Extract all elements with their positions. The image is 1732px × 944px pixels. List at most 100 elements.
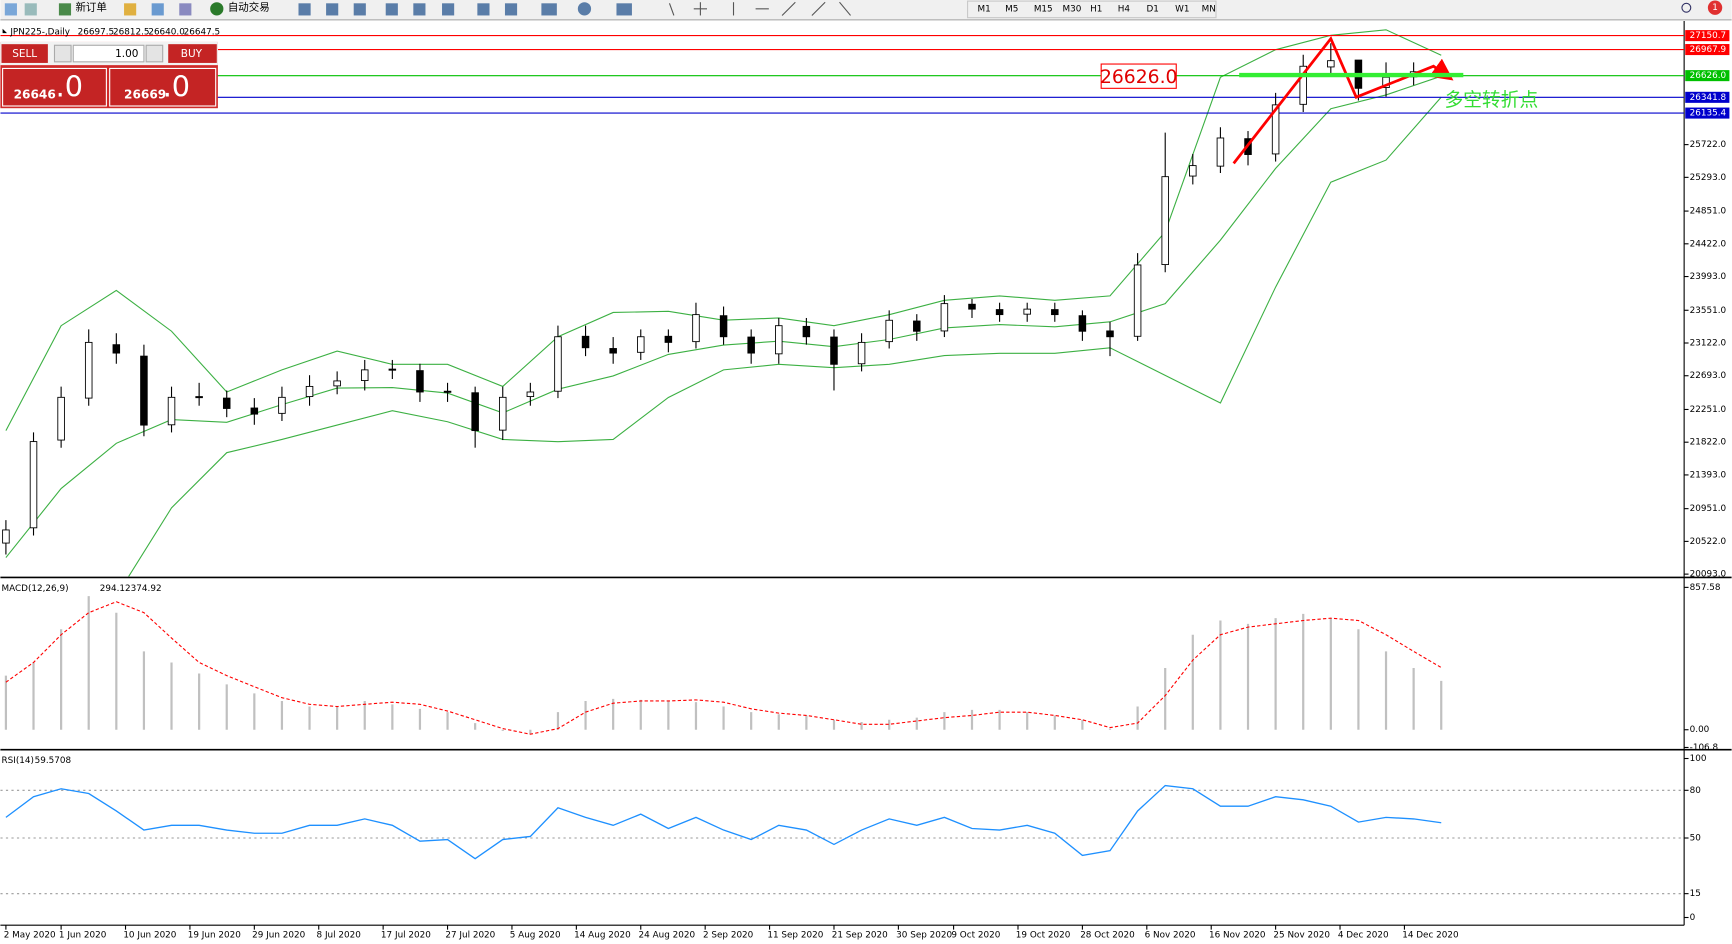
x-tick-label: 24 Aug 2020 — [639, 931, 696, 941]
icon[interactable] — [298, 3, 311, 16]
candle-body — [360, 369, 369, 381]
timeframe[interactable]: M30 — [1063, 4, 1082, 14]
sell-price: 26646 — [14, 87, 56, 101]
sell-button[interactable] — [1, 44, 48, 63]
rsi-value: 59.5708 — [35, 756, 72, 766]
header-value: 26697.5 — [78, 28, 115, 38]
buy-price-box[interactable] — [109, 67, 217, 107]
macd-signal — [5, 601, 1442, 735]
buy-label[interactable]: BUY — [181, 48, 203, 60]
y-tick-label: 15 — [1690, 889, 1701, 899]
buy-fraction: .0 — [163, 69, 190, 103]
x-tick-label: 16 Nov 2020 — [1209, 931, 1266, 941]
cursor-tool[interactable] — [668, 3, 675, 16]
timeframe[interactable]: M15 — [1034, 4, 1053, 14]
candle-body — [1216, 137, 1225, 167]
candle-body — [112, 344, 121, 354]
x-tick-label: 25 Nov 2020 — [1273, 931, 1330, 941]
auto-trading[interactable]: 自动交易 — [228, 1, 270, 14]
buy-button[interactable] — [168, 44, 217, 63]
timeframe[interactable]: W1 — [1175, 4, 1189, 14]
icon[interactable] — [124, 3, 137, 16]
candle-body — [84, 341, 93, 399]
macd-panel — [4, 596, 1443, 735]
icon[interactable] — [442, 3, 455, 16]
sell-price-box[interactable] — [2, 67, 107, 107]
icon[interactable] — [541, 3, 557, 16]
search-icon[interactable] — [1681, 2, 1692, 13]
candle-body — [857, 341, 866, 365]
x-tick-label: 17 Jul 2020 — [381, 931, 431, 941]
timeframe[interactable]: H1 — [1090, 4, 1102, 14]
icon[interactable] — [577, 2, 592, 16]
candle-body — [830, 336, 838, 365]
candle-body — [333, 380, 341, 387]
candle-body — [1161, 176, 1169, 266]
icon[interactable] — [477, 3, 490, 16]
timeframe[interactable]: H4 — [1118, 4, 1131, 14]
candle-body — [1106, 330, 1114, 338]
trendline-tool[interactable] — [781, 1, 796, 16]
y-tick-label: 21393.0 — [1690, 470, 1727, 480]
auto-trading-icon[interactable] — [210, 2, 224, 16]
lot-up[interactable] — [145, 44, 164, 63]
candle-body — [719, 315, 728, 338]
y-tick-label: -106.8 — [1690, 743, 1719, 753]
candle-body — [471, 392, 479, 432]
candle-body — [222, 397, 231, 409]
badge[interactable] — [1707, 0, 1723, 15]
y-tick-label: 23993.0 — [1690, 272, 1727, 282]
macd-signal-value: 374.92 — [131, 584, 162, 594]
y-tick-label: 22251.0 — [1690, 405, 1727, 415]
icon[interactable] — [326, 3, 339, 16]
lot-value[interactable]: 1.00 — [115, 48, 138, 60]
candle-body — [775, 325, 783, 355]
x-tick-label: 10 Jun 2020 — [123, 931, 176, 941]
fibo-tool[interactable] — [839, 1, 851, 16]
icon[interactable] — [353, 3, 366, 16]
y-tick-label: 20093.0 — [1690, 570, 1727, 580]
header-value: 26812.5 — [113, 28, 150, 38]
toolbar-bg — [0, 0, 1732, 20]
icon[interactable] — [385, 3, 398, 16]
chart-bg — [0, 20, 1732, 944]
candle-body — [1023, 308, 1031, 315]
icon[interactable] — [151, 3, 164, 16]
icon[interactable] — [4, 3, 17, 16]
level-box — [1100, 63, 1177, 89]
icon[interactable] — [24, 3, 37, 16]
x-tick-label: 19 Jun 2020 — [188, 931, 241, 941]
x-tick-label: 9 Oct 2020 — [951, 931, 1000, 941]
icon[interactable] — [179, 3, 192, 16]
lot-input[interactable] — [72, 44, 145, 63]
sell-label[interactable]: SELL — [12, 48, 37, 60]
y-tick-label: 23551.0 — [1690, 306, 1727, 316]
candle-body — [498, 396, 507, 431]
y-tick-label: 24422.0 — [1690, 239, 1727, 249]
x-tick-label: 19 Oct 2020 — [1016, 931, 1071, 941]
candle-body — [637, 336, 645, 353]
candle-body — [554, 336, 562, 392]
candle-body — [416, 370, 424, 393]
new-order[interactable]: 新订单 — [75, 1, 106, 14]
icon[interactable] — [413, 3, 426, 16]
icon[interactable] — [504, 3, 518, 16]
candle-body — [747, 336, 755, 354]
macd-hist-value: 294.12 — [100, 584, 131, 594]
candle-body — [968, 303, 976, 310]
timeframe[interactable]: M5 — [1005, 4, 1018, 14]
lot-down[interactable] — [53, 44, 72, 63]
candle-body — [609, 348, 617, 354]
channel-tool[interactable] — [811, 1, 826, 16]
x-tick-label: 11 Sep 2020 — [767, 931, 823, 941]
x-tick-label: 1 Jun 2020 — [59, 931, 107, 941]
timeframe[interactable]: M1 — [978, 4, 991, 14]
new-order-icon[interactable] — [58, 3, 72, 16]
timeframe[interactable]: MN — [1202, 4, 1216, 14]
icon[interactable] — [616, 3, 632, 16]
candle-body — [1271, 104, 1280, 155]
timeframe[interactable]: D1 — [1146, 4, 1158, 14]
candle-body — [995, 309, 1004, 316]
